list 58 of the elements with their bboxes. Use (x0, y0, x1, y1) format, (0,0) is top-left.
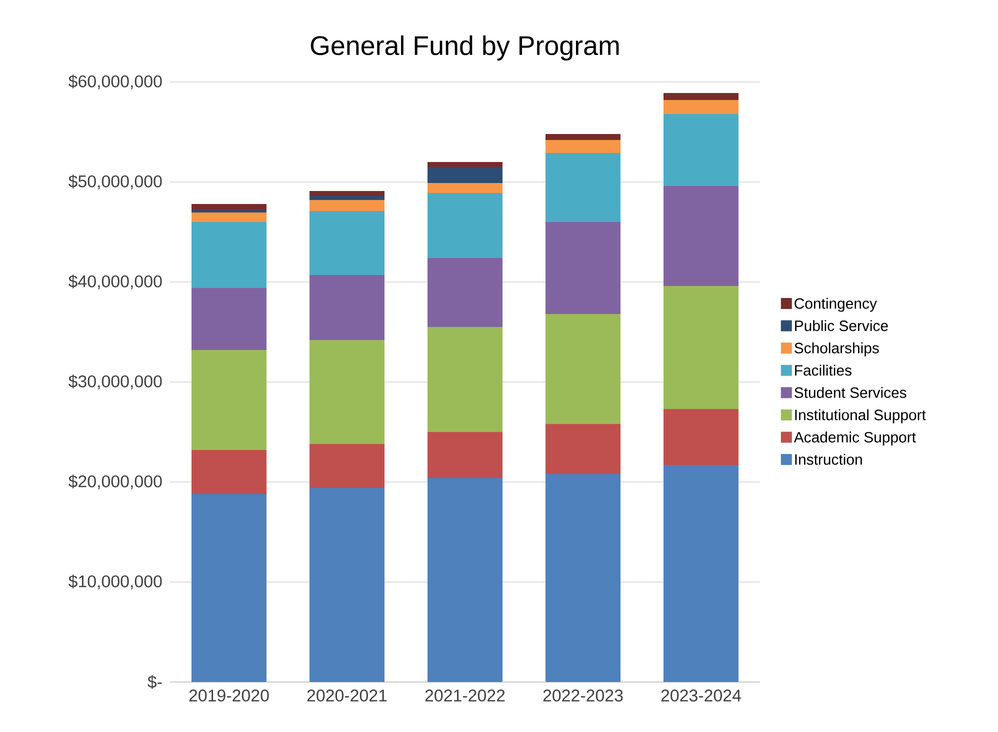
y-tick-label: $50,000,000 (68, 174, 162, 190)
bar (664, 114, 739, 186)
bar (546, 424, 621, 474)
bar (664, 465, 739, 682)
bar (192, 288, 266, 350)
bar (310, 191, 384, 196)
bar (428, 432, 502, 478)
bar (428, 258, 502, 327)
legend-label: Facilities (795, 364, 852, 376)
legend-label: Instruction (795, 454, 862, 465)
bar (310, 211, 384, 275)
bar (546, 134, 621, 140)
legend-label: Scholarships (794, 342, 879, 356)
y-tick-label: $30,000,000 (68, 374, 162, 390)
x-tick-label: 2019-2020 (189, 690, 269, 702)
legend-label: Contingency (794, 298, 877, 312)
bar (428, 167, 502, 183)
bar (192, 450, 266, 494)
bar (310, 340, 384, 444)
bar (428, 193, 502, 258)
bar (192, 212, 266, 222)
bar (546, 140, 621, 153)
x-tick-label: 2021-2022 (425, 690, 505, 702)
bar (546, 474, 621, 682)
bar (546, 153, 621, 222)
bar (428, 478, 502, 682)
bar (310, 275, 384, 340)
y-tick-label: $40,000,000 (68, 274, 162, 290)
legend-label: Academic Support (794, 432, 916, 446)
y-tick-label: $60,000,000 (68, 74, 162, 90)
bar (428, 183, 502, 193)
legend-label: Student Services (794, 386, 906, 398)
y-tick-label: $20,000,000 (68, 474, 162, 490)
bar (310, 444, 384, 488)
bar (664, 100, 739, 114)
x-tick-label: 2020-2021 (307, 690, 387, 702)
legend-label: Public Service (795, 320, 888, 332)
legend-label: Institutional Support (795, 409, 926, 424)
bar (310, 200, 384, 211)
bar (664, 186, 739, 286)
bar (428, 327, 502, 432)
bar (192, 494, 266, 682)
bar (664, 93, 739, 100)
chart-title: General Fund by Program (310, 35, 619, 60)
bar (664, 409, 739, 465)
bar (192, 350, 266, 450)
y-tick-label: $- (148, 675, 162, 689)
bar (664, 286, 739, 409)
bar (310, 196, 384, 200)
bar (546, 222, 621, 314)
x-tick-label: 2022-2023 (543, 690, 623, 702)
bar (310, 488, 384, 682)
bar (428, 162, 502, 167)
bar (546, 314, 621, 424)
bar (192, 204, 266, 210)
x-tick-label: 2023-2024 (661, 690, 741, 702)
bar (192, 222, 266, 288)
y-tick-label: $10,000,000 (68, 574, 162, 590)
